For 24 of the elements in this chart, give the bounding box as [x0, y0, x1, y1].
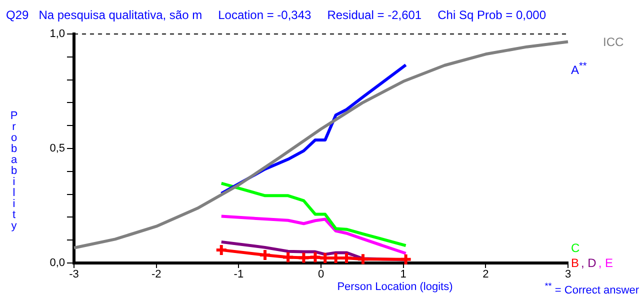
text: Location = -0,343 — [218, 8, 312, 22]
x-tick-label: 3 — [564, 268, 572, 281]
y-axis-title: Probability — [8, 110, 20, 231]
text: Chi Sq Prob = 0,000 — [438, 8, 546, 22]
chart-subtitle: Na pesquisa qualitativa, são m — [38, 8, 202, 22]
chart-title: Q29 — [6, 8, 29, 22]
x-tick-label: -2 — [151, 268, 162, 281]
text: , D — [581, 256, 596, 270]
text: ICC — [603, 34, 624, 49]
x-tick-label: 2 — [482, 268, 489, 281]
text: , E — [598, 256, 614, 270]
x-tick-label: -3 — [69, 268, 79, 281]
text: A$^{**}$ — [571, 60, 587, 77]
x-tick-label: 1 — [400, 268, 406, 281]
y-tick-label: 0,0 — [50, 257, 65, 270]
text: Residual = -2,601 — [327, 8, 422, 22]
x-axis-title: Person Location (logits) — [337, 281, 453, 293]
text: B — [571, 256, 580, 270]
y-tick-label: 1,0 — [50, 28, 65, 40]
text: $^{**}$ = Correct answer — [544, 281, 639, 297]
x-tick-label: 0 — [318, 268, 324, 281]
y-tick-label: 0,5 — [50, 142, 65, 155]
x-tick-label: -1 — [234, 268, 244, 281]
text: C — [571, 241, 580, 255]
